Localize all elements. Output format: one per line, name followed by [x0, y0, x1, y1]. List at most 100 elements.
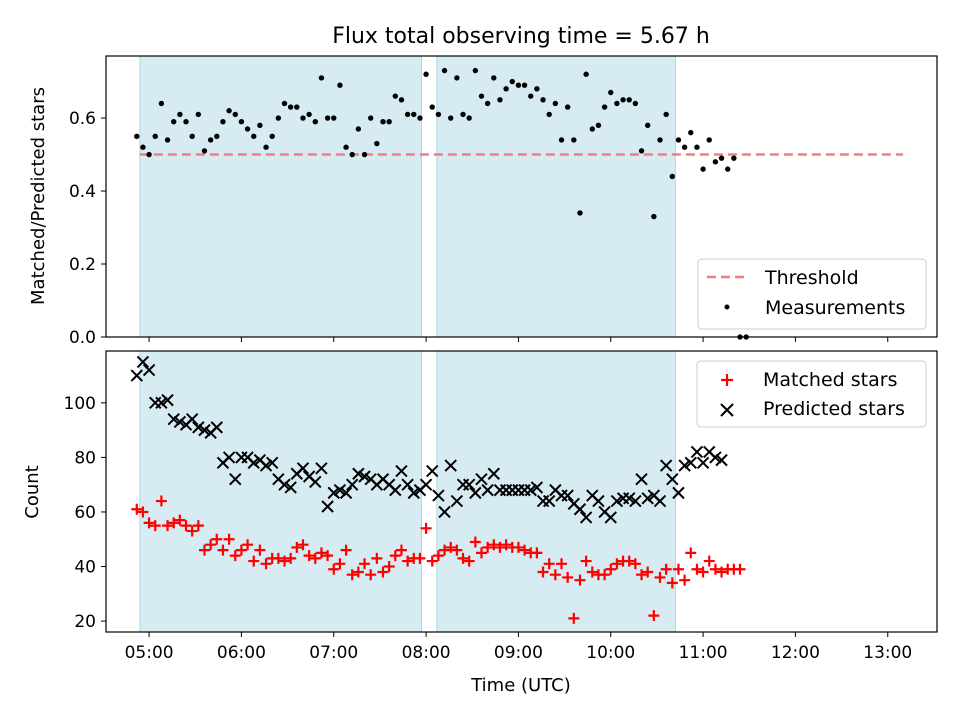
measurement-point — [429, 104, 435, 110]
matched-point — [414, 552, 426, 564]
matched-point — [494, 541, 506, 553]
matched-point — [149, 520, 161, 532]
measurement-point — [324, 115, 331, 121]
predicted-point — [315, 462, 328, 475]
x-tick-label: 09:00 — [494, 643, 543, 663]
matched-point — [359, 558, 371, 570]
predicted-point — [524, 483, 537, 497]
matched-point — [260, 558, 272, 570]
matched-point — [703, 555, 715, 567]
measurement-point — [140, 144, 146, 150]
measurement-point — [294, 104, 300, 110]
measurement-point — [417, 115, 423, 121]
predicted-point — [407, 486, 420, 500]
predicted-point — [709, 451, 722, 464]
matched-point — [451, 544, 463, 556]
measurement-point — [558, 137, 565, 143]
matched-point — [697, 566, 709, 578]
predicted-stars-series — [130, 355, 728, 524]
predicted-point — [395, 464, 408, 478]
matched-point — [574, 574, 586, 586]
predicted-point — [696, 456, 710, 470]
matched-point — [685, 547, 697, 559]
predicted-point — [229, 473, 242, 486]
predicted-point — [438, 505, 451, 519]
matched-point — [365, 569, 377, 581]
measurement-point — [534, 86, 540, 92]
measurement-point — [509, 78, 515, 85]
measurement-point — [300, 115, 306, 121]
matched-point — [192, 520, 204, 532]
matched-point — [180, 520, 192, 532]
bottom-panel: 20 40 60 80 100 05:00 06:00 07:00 08:00 09:00 10:… — [22, 350, 938, 696]
predicted-point — [653, 494, 667, 508]
measurement-point — [183, 118, 189, 125]
matched-point — [131, 503, 143, 515]
matched-point — [537, 566, 549, 578]
bottom-x-ticks: 05:00 06:00 07:00 08:00 09:00 10:00 11:00 12:00… — [125, 632, 912, 663]
matched-point — [328, 563, 340, 575]
legend-measurements-label: Measurements — [765, 297, 905, 319]
x-tick-label: 08:00 — [402, 643, 451, 663]
predicted-point — [247, 456, 260, 470]
matched-point — [475, 547, 487, 559]
measurement-point — [460, 111, 466, 118]
measurement-point — [651, 213, 657, 220]
predicted-point — [352, 467, 365, 480]
matched-point — [352, 566, 364, 578]
predicted-point — [222, 451, 236, 464]
matched-point — [162, 520, 174, 532]
top-axes-frame — [105, 55, 938, 338]
predicted-point — [641, 492, 654, 505]
legend-predicted-label: Predicted stars — [763, 398, 905, 420]
measurement-point — [232, 111, 238, 118]
y-tick-label: 20 — [74, 612, 96, 632]
predicted-point — [339, 486, 353, 500]
measurement-point — [423, 71, 429, 77]
predicted-point — [542, 494, 556, 508]
predicted-point — [715, 453, 728, 467]
measurement-point — [374, 140, 380, 147]
measurement-point — [404, 111, 411, 118]
predicted-point — [623, 492, 636, 505]
measurement-point — [601, 104, 608, 110]
predicted-point — [469, 486, 482, 500]
measurement-point — [478, 93, 485, 99]
measurement-point — [238, 118, 245, 125]
measurement-point — [688, 129, 694, 136]
predicted-point — [185, 412, 199, 426]
matched-point — [223, 533, 235, 545]
matched-point — [186, 525, 198, 537]
x-tick-label: 13:00 — [863, 643, 912, 663]
measurement-point — [244, 126, 251, 132]
x-tick-label: 07:00 — [309, 643, 358, 663]
measurement-point — [540, 97, 546, 103]
measurement-point — [275, 115, 282, 121]
measurement-point — [201, 148, 208, 154]
measurement-point — [503, 86, 509, 92]
matched-point — [383, 561, 395, 573]
measurement-point — [158, 100, 165, 107]
measurement-point — [441, 67, 448, 74]
matched-point — [568, 612, 580, 624]
measurement-point — [589, 126, 595, 132]
matched-point — [457, 552, 469, 564]
matched-point — [143, 517, 155, 529]
measurement-point — [454, 75, 460, 81]
matched-point — [500, 539, 512, 551]
matched-point — [432, 550, 444, 562]
measurement-point — [411, 111, 417, 118]
matched-point — [519, 544, 531, 556]
matched-point — [512, 541, 524, 553]
matched-point — [303, 550, 315, 562]
matched-point — [586, 566, 598, 578]
matched-point — [469, 536, 481, 548]
matched-point — [562, 571, 574, 583]
matched-point — [346, 569, 358, 581]
matched-point — [666, 577, 678, 589]
matched-point — [660, 563, 672, 575]
matched-point — [402, 555, 414, 567]
measurements-series — [134, 67, 749, 340]
measurement-point — [564, 104, 571, 110]
predicted-point — [321, 500, 334, 513]
